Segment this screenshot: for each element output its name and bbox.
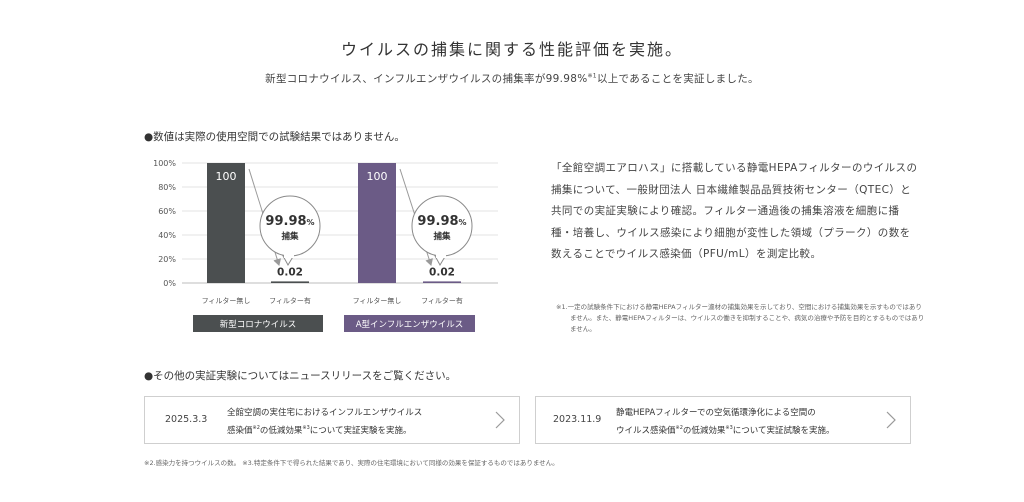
capture-rate-value: 99.98% (265, 214, 314, 229)
y-tick-label: 80% (158, 183, 176, 192)
news-card-2023[interactable]: 2023.11.9 静電HEPAフィルターでの空気循環浄化による空間の ウイルス… (535, 396, 911, 444)
test-note-heading: ●数値は実際の使用空間での試験結果ではありません。 (144, 131, 405, 143)
news-text-part: の低減効果 (682, 425, 726, 436)
y-tick-label: 100% (153, 159, 176, 168)
group-label: 新型コロナウイルス (220, 319, 297, 330)
bar-value-label: 0.02 (277, 266, 303, 278)
page-title: ウイルスの捕集に関する性能評価を実施。 (340, 40, 683, 59)
footnote-mark: ※2 (252, 425, 260, 431)
subtitle-tail: 以上であることを実証しました。 (596, 73, 759, 85)
bar-value-label: 100 (216, 170, 237, 183)
footnote-mark: ※3 (725, 425, 733, 431)
y-tick-label: 20% (158, 255, 176, 264)
bar-value-label: 0.02 (429, 266, 455, 278)
footnote-mark: ※2 (675, 425, 683, 431)
bar (423, 281, 461, 283)
subtitle-text: 新型コロナウイルス、インフルエンザウイルスの捕集率が99.98% (265, 73, 588, 85)
news-date: 2023.11.9 (553, 414, 602, 425)
x-tick-label: フィルター有 (269, 296, 311, 305)
bar-value-label: 100 (367, 170, 388, 183)
footnote-2-3: ※2.感染力を持つウイルスの数。 ※3.特定条件下で得られた結果であり、実際の住… (144, 459, 559, 467)
news-title-line1: 全館空調の実住宅におけるインフルエンザウイルス (227, 408, 423, 418)
news-title: 静電HEPAフィルターでの空気循環浄化による空間の ウイルス感染価※2の低減効果… (616, 406, 835, 439)
y-tick-label: 60% (158, 207, 176, 216)
capture-rate-chart: 100% 80% 60% 40% 20% 0% 100 フィルター無し 0.02 フィルター有 99… (153, 159, 498, 332)
bar (358, 163, 396, 283)
footnote-1: ※1.一定の試験条件下における静電HEPAフィルター濾材の捕集効果を示しており、… (556, 303, 925, 333)
news-title-line1: 静電HEPAフィルターでの空気循環浄化による空間の (616, 408, 816, 418)
news-text-part: について実証実験を実施。 (309, 425, 412, 436)
page-subtitle: 新型コロナウイルス、インフルエンザウイルスの捕集率が99.98%※1以上であるこ… (0, 71, 1024, 86)
news-text-part: ウイルス感染価 (616, 425, 676, 436)
subtitle-footnote-mark: ※1 (587, 72, 597, 80)
news-heading: ●その他の実証実験についてはニュースリリースをご覧ください。 (144, 370, 457, 382)
news-title-line2: ウイルス感染価※2の低減効果※3について実証試験を実施。 (616, 421, 835, 439)
bubble-tail-mask (284, 253, 294, 258)
footnote-mark: ※3 (302, 425, 310, 431)
x-tick-label: フィルター無し (353, 296, 402, 305)
y-tick-label: 0% (163, 279, 176, 288)
y-tick-label: 40% (158, 231, 176, 240)
news-text-part: の低減効果 (259, 425, 303, 436)
capture-label: 捕集 (281, 231, 299, 242)
chevron-right-icon (886, 411, 896, 429)
news-card-2025[interactable]: 2025.3.3 全館空調の実住宅におけるインフルエンザウイルス 感染価※2の低… (144, 396, 520, 444)
group-label: A型インフルエンザウイルス (356, 320, 464, 330)
group-label-box (193, 315, 323, 332)
news-title: 全館空調の実住宅におけるインフルエンザウイルス 感染価※2の低減効果※3について… (227, 406, 422, 439)
news-date: 2025.3.3 (165, 414, 208, 425)
news-title-line2: 感染価※2の低減効果※3について実証実験を実施。 (227, 421, 422, 439)
capture-label: 捕集 (433, 231, 451, 242)
news-text-part: について実証試験を実施。 (732, 425, 835, 436)
x-tick-label: フィルター無し (202, 296, 251, 305)
news-text-part: 感染価 (227, 425, 253, 436)
bar (207, 163, 245, 283)
bar (271, 281, 309, 283)
description-text: 「全館空調エアロハス」に搭載している静電HEPAフィルターのウイルスの捕集につい… (551, 162, 918, 260)
bubble-tail-mask (436, 253, 446, 258)
x-tick-label: フィルター有 (421, 296, 463, 305)
group-label-box (344, 315, 475, 332)
chevron-right-icon (495, 411, 505, 429)
capture-rate-value: 99.98% (417, 214, 466, 229)
